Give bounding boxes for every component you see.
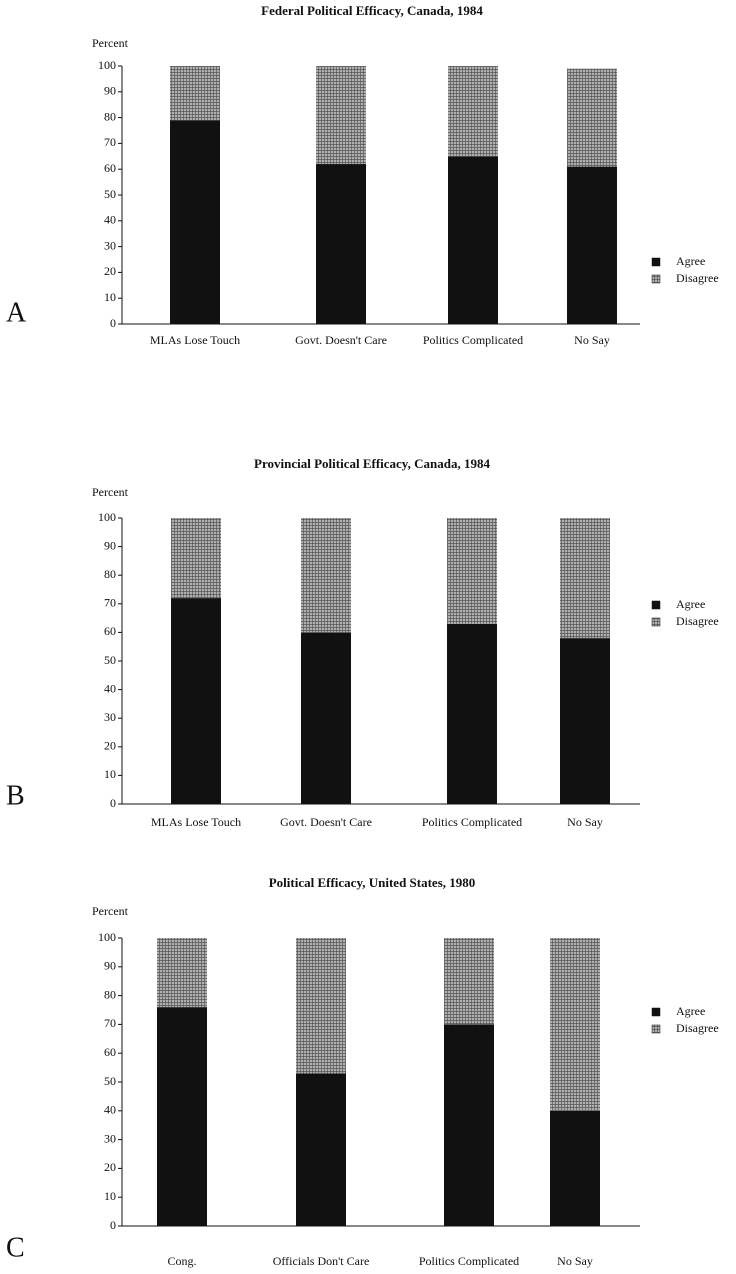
y-tick-label: 20 — [104, 1160, 116, 1174]
legend-label: Agree — [676, 254, 705, 268]
y-tick-label: 10 — [104, 767, 116, 781]
bar-segment — [316, 66, 366, 165]
bar-segment — [560, 638, 610, 804]
bar-segment — [550, 1110, 600, 1226]
y-tick-label: 50 — [104, 1074, 116, 1088]
y-tick-label: 50 — [104, 187, 116, 201]
bar-segment — [447, 518, 497, 624]
y-tick-label: 50 — [104, 653, 116, 667]
y-tick-label: 90 — [104, 538, 116, 552]
y-tick-label: 80 — [104, 567, 116, 581]
x-tick-label: MLAs Lose Touch — [151, 815, 241, 829]
chart-title: Provincial Political Efficacy, Canada, 1… — [254, 456, 490, 471]
legend-swatch — [651, 617, 661, 627]
y-axis-label: Percent — [92, 485, 129, 499]
panel-label: A — [6, 297, 27, 328]
y-tick-label: 0 — [110, 316, 116, 330]
bar-segment — [296, 938, 346, 1074]
y-tick-label: 60 — [104, 1045, 116, 1059]
bar-segment — [296, 1073, 346, 1226]
bar-segment — [170, 120, 220, 325]
y-tick-label: 20 — [104, 264, 116, 278]
x-tick-label: Cong. — [167, 1254, 196, 1268]
y-tick-label: 90 — [104, 959, 116, 973]
bar-segment — [157, 1007, 207, 1226]
panel-label: B — [6, 780, 25, 811]
y-tick-label: 30 — [104, 238, 116, 252]
y-tick-label: 60 — [104, 161, 116, 175]
bar-segment — [171, 518, 221, 599]
bar-segment — [170, 66, 220, 121]
chart-title: Political Efficacy, United States, 1980 — [269, 875, 476, 890]
y-tick-label: 20 — [104, 739, 116, 753]
bar-segment — [301, 518, 351, 633]
y-tick-label: 10 — [104, 1189, 116, 1203]
y-tick-label: 0 — [110, 1218, 116, 1232]
x-tick-label: Officials Don't Care — [273, 1254, 370, 1268]
legend-swatch — [651, 274, 661, 284]
y-tick-label: 40 — [104, 681, 116, 695]
legend-label: Disagree — [676, 614, 719, 628]
y-tick-label: 80 — [104, 987, 116, 1001]
legend-swatch — [651, 600, 661, 610]
x-tick-label: No Say — [557, 1254, 593, 1268]
y-tick-label: 70 — [104, 135, 116, 149]
bar-segment — [444, 1024, 494, 1226]
legend-swatch — [651, 1007, 661, 1017]
x-tick-label: No Say — [567, 815, 603, 829]
x-tick-label: MLAs Lose Touch — [150, 333, 240, 347]
panel-label: C — [6, 1232, 25, 1263]
bar-segment — [301, 632, 351, 804]
legend-swatch — [651, 1024, 661, 1034]
legend-label: Disagree — [676, 1021, 719, 1035]
y-tick-label: 100 — [98, 930, 116, 944]
bar-segment — [567, 68, 617, 167]
chart-title: Federal Political Efficacy, Canada, 1984 — [261, 3, 483, 18]
y-tick-label: 70 — [104, 596, 116, 610]
x-tick-label: Govt. Doesn't Care — [295, 333, 387, 347]
y-tick-label: 100 — [98, 58, 116, 72]
legend-swatch — [651, 257, 661, 267]
y-axis-label: Percent — [92, 36, 129, 50]
y-tick-label: 40 — [104, 213, 116, 227]
bar-segment — [444, 938, 494, 1025]
x-tick-label: Politics Complicated — [422, 815, 522, 829]
bar-segment — [447, 623, 497, 804]
y-tick-label: 100 — [98, 510, 116, 524]
y-tick-label: 30 — [104, 1131, 116, 1145]
bar-segment — [567, 166, 617, 324]
y-tick-label: 90 — [104, 84, 116, 98]
bar-segment — [171, 598, 221, 804]
bar-segment — [448, 66, 498, 157]
y-tick-label: 30 — [104, 710, 116, 724]
y-tick-label: 80 — [104, 109, 116, 123]
x-tick-label: Govt. Doesn't Care — [280, 815, 372, 829]
bar-segment — [448, 156, 498, 324]
y-tick-label: 10 — [104, 290, 116, 304]
y-tick-label: 0 — [110, 796, 116, 810]
legend-label: Agree — [676, 597, 705, 611]
legend-label: Agree — [676, 1004, 705, 1018]
y-tick-label: 70 — [104, 1016, 116, 1030]
x-tick-label: No Say — [574, 333, 610, 347]
bar-segment — [550, 938, 600, 1111]
x-tick-label: Politics Complicated — [423, 333, 523, 347]
y-tick-label: 60 — [104, 624, 116, 638]
bar-segment — [157, 938, 207, 1008]
y-tick-label: 40 — [104, 1103, 116, 1117]
x-tick-label: Politics Complicated — [419, 1254, 519, 1268]
bar-segment — [316, 164, 366, 324]
legend-label: Disagree — [676, 271, 719, 285]
y-axis-label: Percent — [92, 904, 129, 918]
bar-segment — [560, 518, 610, 639]
